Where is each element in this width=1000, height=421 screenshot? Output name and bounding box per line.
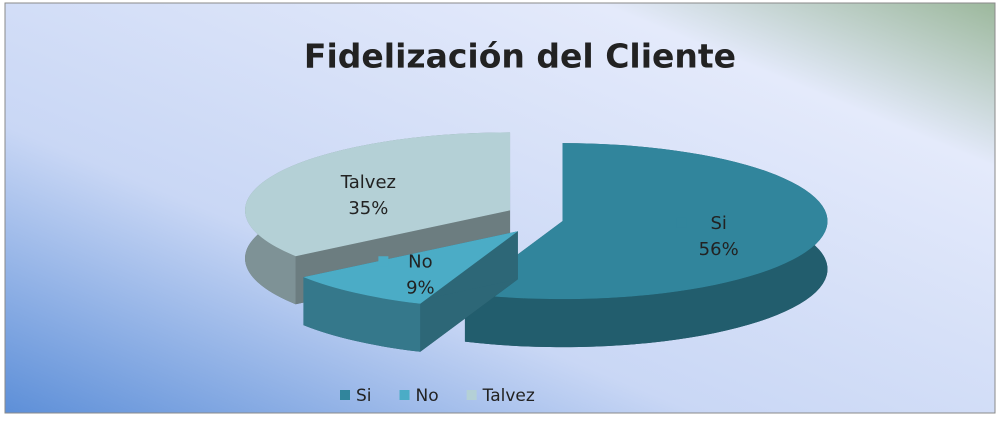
data-label-name: No <box>408 251 432 272</box>
slice-side <box>303 277 421 352</box>
data-label-name: Si <box>710 213 726 234</box>
data-label-value: 9% <box>406 277 435 298</box>
slice-top <box>464 143 828 300</box>
pie-slice <box>303 231 518 352</box>
chart-title: Fidelización del Cliente <box>304 37 736 76</box>
legend-swatch <box>466 390 477 400</box>
legend-swatch <box>399 390 410 400</box>
data-label-name: Talvez <box>340 172 396 193</box>
slice-top <box>303 231 518 304</box>
label-key <box>676 217 687 228</box>
slice-top <box>245 132 511 257</box>
legend-label: No <box>416 386 439 406</box>
label-key <box>378 256 389 267</box>
legend-label: Si <box>356 386 372 406</box>
legend-label: Talvez <box>482 386 535 406</box>
legend-swatch <box>340 390 350 400</box>
data-label-value: 35% <box>348 198 388 219</box>
label-key <box>326 177 337 188</box>
data-label-value: 56% <box>699 239 739 260</box>
